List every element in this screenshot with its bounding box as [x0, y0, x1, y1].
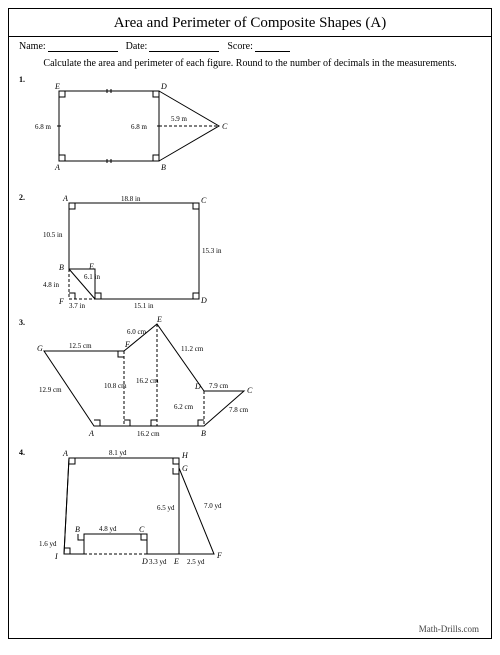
figure-2: AC BE FD 18.8 in 10.5 in 15.3 in 6.1 in … [9, 191, 249, 313]
svg-text:6.1 in: 6.1 in [84, 273, 100, 281]
svg-text:15.3 in: 15.3 in [202, 247, 222, 255]
svg-text:16.2 cm: 16.2 cm [136, 377, 159, 385]
svg-text:6.2 cm: 6.2 cm [174, 403, 194, 411]
svg-text:C: C [139, 525, 145, 534]
svg-text:F: F [216, 551, 222, 560]
svg-text:2.5 yd: 2.5 yd [187, 558, 205, 566]
date-line [149, 51, 219, 52]
svg-text:D: D [141, 557, 148, 566]
figure-4: A H G F E D C B I 8.1 yd 7.0 yd 6.5 yd 4.8 y… [9, 446, 259, 574]
svg-text:C: C [222, 122, 228, 131]
svg-text:D: D [200, 296, 207, 305]
svg-text:B: B [161, 163, 166, 172]
svg-text:6.8 m: 6.8 m [35, 123, 52, 131]
svg-text:F: F [124, 340, 130, 349]
svg-text:I: I [54, 552, 58, 561]
footer: Math-Drills.com [419, 624, 479, 634]
name-label: Name: [19, 41, 46, 52]
problem-2: 2. AC BE FD 18.8 in 10.5 in 15.3 in 6.1 … [9, 191, 491, 316]
problem-1: 1. ED C AB 6.8 m 6.8 m 5.9 m [9, 73, 491, 191]
svg-text:10.8 cm: 10.8 cm [104, 382, 127, 390]
svg-text:15.1 in: 15.1 in [134, 302, 154, 310]
svg-text:D: D [194, 382, 201, 391]
svg-text:D: D [160, 82, 167, 91]
worksheet-page: Area and Perimeter of Composite Shapes (… [8, 8, 492, 639]
svg-text:7.8 cm: 7.8 cm [229, 406, 249, 414]
svg-text:7.0 yd: 7.0 yd [204, 502, 222, 510]
svg-text:G: G [182, 464, 188, 473]
page-title: Area and Perimeter of Composite Shapes (… [9, 9, 491, 37]
svg-text:A: A [88, 429, 94, 438]
svg-text:5.9 m: 5.9 m [171, 115, 188, 123]
svg-text:H: H [181, 451, 189, 460]
svg-text:6.0 cm: 6.0 cm [127, 328, 147, 336]
svg-text:E: E [156, 316, 162, 324]
svg-text:18.8 in: 18.8 in [121, 195, 141, 203]
svg-text:A: A [54, 163, 60, 172]
svg-text:B: B [75, 525, 80, 534]
svg-text:A: A [62, 194, 68, 203]
svg-text:B: B [59, 263, 64, 272]
svg-text:C: C [201, 196, 207, 205]
svg-text:1.6 yd: 1.6 yd [39, 540, 57, 548]
date-label: Date: [126, 41, 148, 52]
svg-text:B: B [201, 429, 206, 438]
svg-text:12.5 cm: 12.5 cm [69, 342, 92, 350]
svg-text:4.8 yd: 4.8 yd [99, 525, 117, 533]
svg-text:F: F [58, 297, 64, 306]
svg-text:6.5 yd: 6.5 yd [157, 504, 175, 512]
score-line [255, 51, 290, 52]
svg-text:E: E [173, 557, 179, 566]
svg-text:6.8 m: 6.8 m [131, 123, 148, 131]
figure-3: G F E A B C D 12.5 cm 6.0 cm 11.2 cm 12.9 c… [9, 316, 269, 444]
svg-text:E: E [54, 82, 60, 91]
svg-text:3.3 yd: 3.3 yd [149, 558, 167, 566]
svg-text:G: G [37, 344, 43, 353]
svg-text:4.8 in: 4.8 in [43, 281, 59, 289]
svg-text:8.1 yd: 8.1 yd [109, 449, 127, 457]
score-label: Score: [227, 41, 253, 52]
svg-text:3.7 in: 3.7 in [69, 302, 85, 310]
svg-text:12.9 cm: 12.9 cm [39, 386, 62, 394]
name-line [48, 51, 118, 52]
header-row: Name: Date: Score: [9, 37, 491, 56]
svg-text:7.9 cm: 7.9 cm [209, 382, 229, 390]
svg-text:E: E [88, 262, 94, 271]
svg-text:11.2 cm: 11.2 cm [181, 345, 204, 353]
instruction: Calculate the area and perimeter of each… [9, 56, 491, 73]
problem-4: 4. AH GF ED CB I 8.1 yd 7.0 yd 6.5 yd [9, 446, 491, 576]
svg-text:C: C [247, 386, 253, 395]
figure-1: E D C A B 6.8 m 6.8 m 5.9 m [9, 73, 249, 188]
problem-3: 3. GF E AB CD 12.5 cm 6.0 cm 11. [9, 316, 491, 446]
svg-text:A: A [62, 449, 68, 458]
svg-text:16.2 cm: 16.2 cm [137, 430, 160, 438]
svg-text:10.5 in: 10.5 in [43, 231, 63, 239]
